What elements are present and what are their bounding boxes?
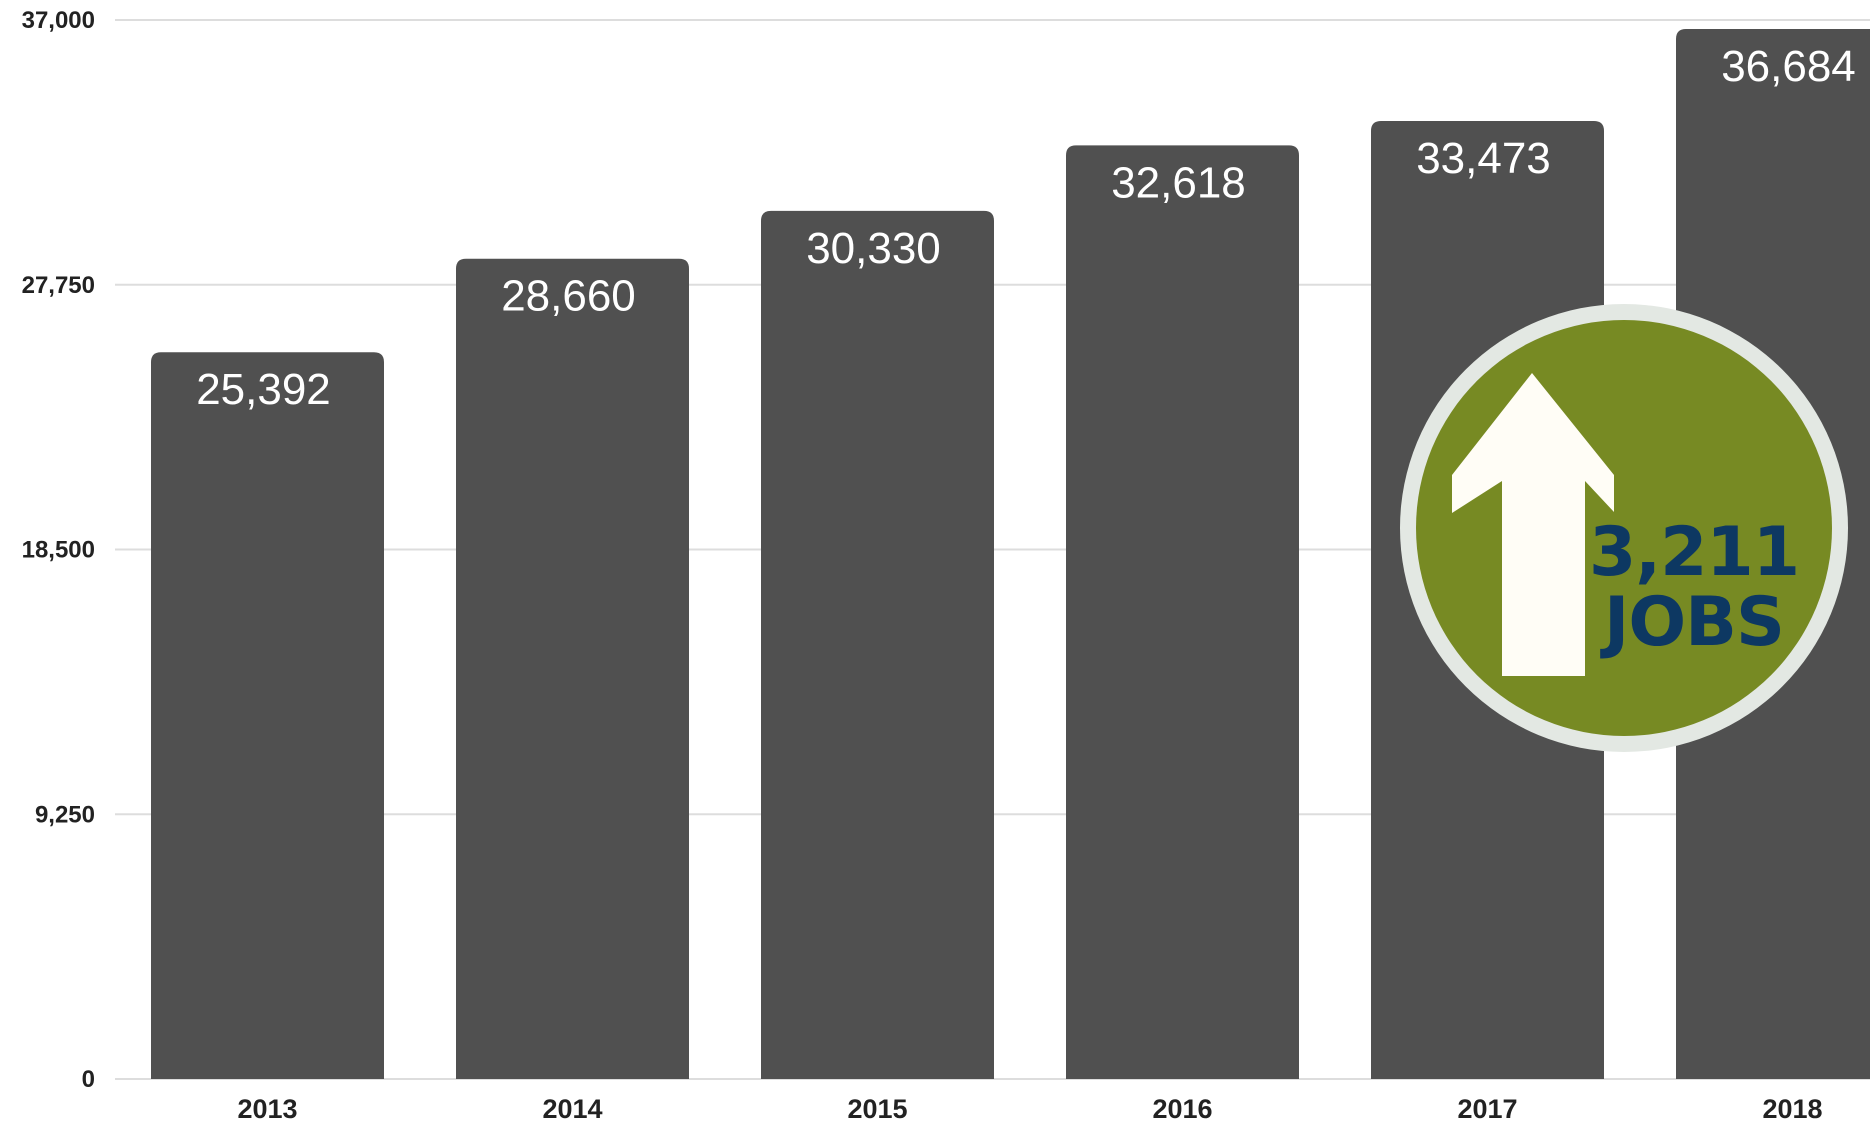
y-tick-label: 9,250 <box>35 801 95 828</box>
bar-value-label: 25,392 <box>196 365 331 414</box>
bar-value-label: 32,618 <box>1111 158 1246 207</box>
bar-value-label: 28,660 <box>501 272 636 321</box>
y-tick-label: 37,000 <box>22 7 95 34</box>
y-axis-ticks: 0 9,250 18,500 27,750 37,000 <box>22 7 95 1093</box>
bar-2016 <box>1066 145 1299 1080</box>
y-tick-label: 0 <box>82 1066 95 1093</box>
callout-unit: JOBS <box>1600 583 1784 662</box>
x-tick-label: 2015 <box>847 1094 907 1124</box>
y-tick-label: 18,500 <box>22 537 95 564</box>
bar-value-label: 30,330 <box>806 224 941 273</box>
up-arrow-icon <box>1452 373 1614 676</box>
x-tick-label: 2018 <box>1762 1094 1822 1124</box>
jobs-growth-callout: 3,211 JOBS <box>1400 304 1848 752</box>
x-tick-label: 2014 <box>542 1094 602 1124</box>
x-axis-ticks: 2013 2014 2015 2016 2017 2018 <box>237 1094 1822 1124</box>
y-tick-label: 27,750 <box>22 272 95 299</box>
bar-2014 <box>456 258 689 1079</box>
bar-value-label: 33,473 <box>1416 134 1551 183</box>
bar-2015 <box>761 210 994 1079</box>
x-tick-label: 2013 <box>237 1094 297 1124</box>
callout-value: 3,211 <box>1589 513 1799 592</box>
x-tick-label: 2016 <box>1152 1094 1212 1124</box>
bar-value-label: 36,684 <box>1721 42 1856 91</box>
x-tick-label: 2017 <box>1457 1094 1517 1124</box>
bar-2013 <box>151 352 384 1080</box>
